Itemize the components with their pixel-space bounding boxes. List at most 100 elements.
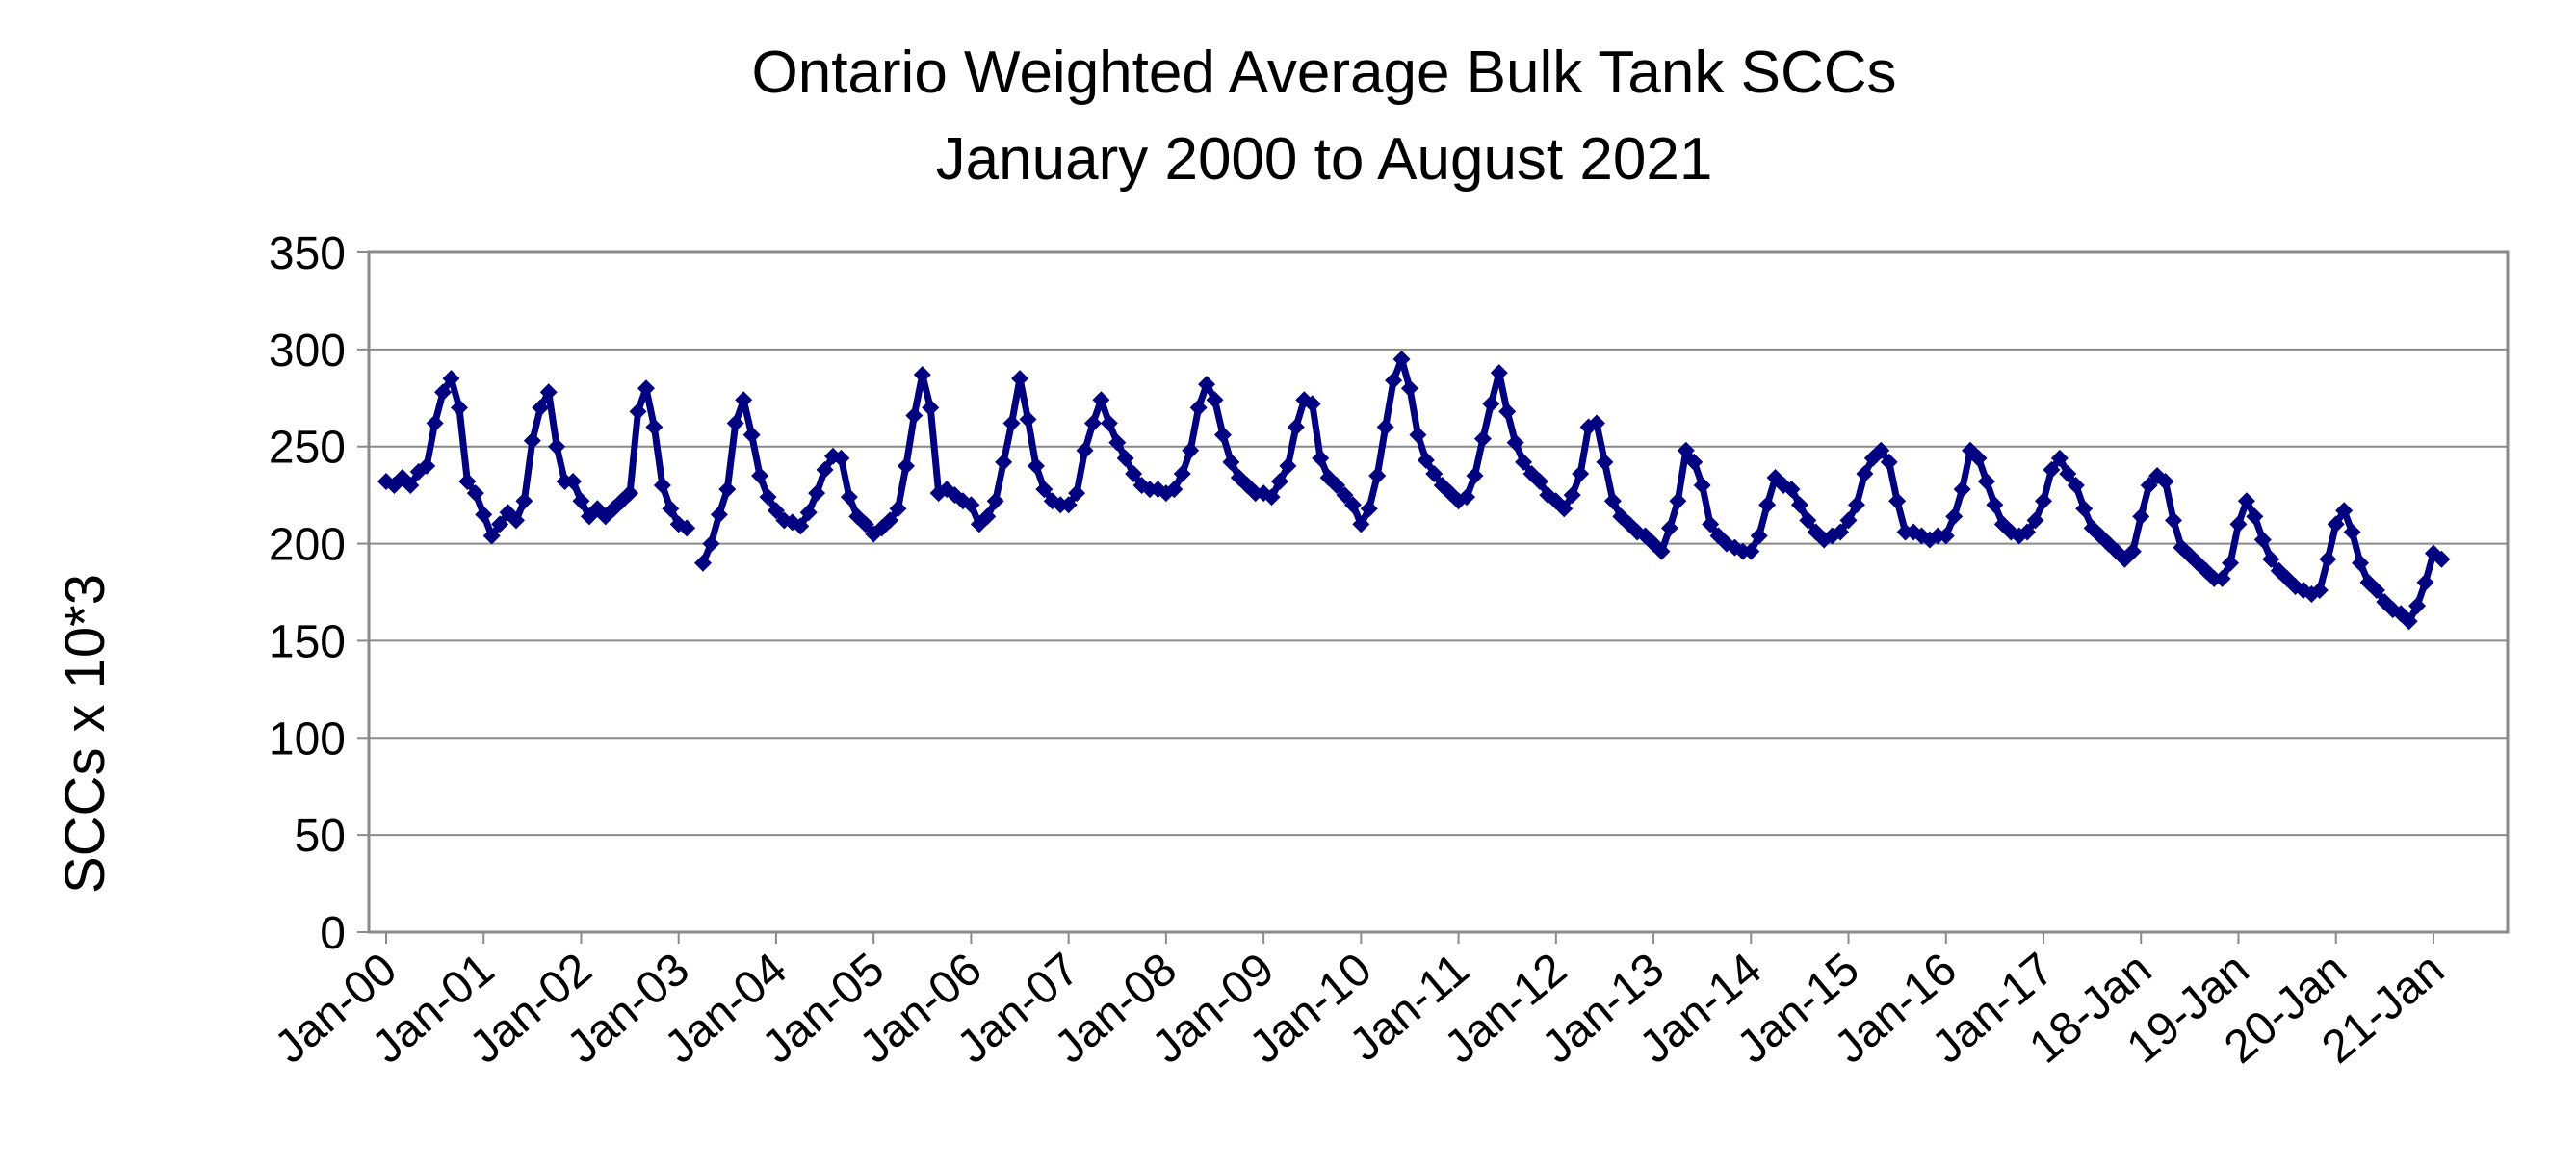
y-tick-label: 350: [269, 228, 346, 279]
data-point: [2035, 492, 2053, 510]
data-point: [1083, 414, 1102, 432]
data-point: [710, 506, 728, 524]
data-point: [1832, 523, 1850, 541]
data-point: [653, 477, 671, 495]
data-point: [1376, 418, 1394, 436]
data-point: [759, 488, 777, 507]
data-point: [1953, 481, 1971, 499]
data-point: [1742, 542, 1760, 560]
data-point: [995, 453, 1013, 471]
data-point: [1693, 477, 1711, 495]
data-point: [1880, 453, 1898, 471]
data-point: [491, 515, 509, 533]
series-line: [382, 355, 2445, 625]
data-point: [1799, 511, 1817, 530]
data-point: [1157, 484, 1175, 503]
data-point: [1002, 414, 1021, 432]
data-point: [1530, 473, 1548, 491]
data-point: [1352, 515, 1370, 533]
data-point: [2433, 550, 2451, 568]
data-point: [1482, 395, 1500, 413]
data-point: [694, 554, 713, 572]
data-point: [2075, 500, 2094, 518]
data-point: [637, 379, 655, 398]
data-point: [840, 488, 858, 507]
data-point: [539, 383, 558, 402]
data-point: [922, 399, 940, 417]
data-point: [897, 456, 915, 475]
y-tick-label: 200: [269, 520, 346, 571]
data-point: [2352, 554, 2370, 572]
data-point: [1888, 492, 1907, 510]
data-point: [1563, 486, 1581, 505]
data-point: [1555, 500, 1574, 518]
x-tick-labels: Jan-00Jan-01Jan-02Jan-03Jan-04Jan-05Jan-…: [266, 944, 2454, 1074]
data-point: [1328, 477, 1346, 495]
data-point: [1035, 481, 1054, 499]
data-point: [1262, 488, 1281, 507]
data-point: [548, 437, 566, 455]
data-point: [1182, 441, 1200, 459]
data-point: [1303, 395, 1321, 413]
data-point: [962, 496, 980, 514]
data-point: [726, 414, 744, 432]
data-point: [1702, 515, 1720, 533]
data-point: [929, 484, 948, 503]
data-point: [2132, 507, 2150, 526]
data-point: [978, 507, 997, 526]
data-point: [1027, 456, 1045, 475]
data-point: [2156, 473, 2174, 491]
y-tick-label: 300: [269, 325, 346, 377]
data-point: [889, 500, 907, 518]
data-point: [482, 527, 501, 545]
data-point: [856, 515, 874, 533]
data-point: [1506, 433, 1524, 452]
data-point: [466, 484, 484, 503]
data-point: [1669, 492, 1687, 510]
data-point: [645, 418, 664, 436]
data-point: [434, 383, 453, 402]
data-point: [1059, 496, 1078, 514]
data-point: [1019, 410, 1037, 429]
data-point: [1986, 496, 2004, 514]
y-tick-label: 150: [269, 616, 346, 667]
data-point: [1173, 464, 1191, 482]
data-point: [2123, 542, 2142, 560]
data-point: [572, 492, 590, 510]
data-point: [662, 500, 680, 518]
data-point: [792, 517, 810, 535]
data-point: [450, 399, 468, 417]
data-point: [2213, 569, 2231, 587]
data-point: [2327, 515, 2345, 533]
data-point: [799, 504, 818, 522]
data-point: [1279, 456, 1297, 475]
data-point: [1473, 429, 1492, 448]
axes: [357, 250, 2510, 944]
data-point: [2059, 464, 2077, 482]
data-point: [2310, 581, 2329, 599]
data-point: [2043, 460, 2061, 479]
data-point: [1011, 370, 1029, 388]
data-point: [426, 414, 444, 432]
data-point: [832, 449, 850, 467]
data-point: [742, 426, 761, 444]
data-point: [2164, 511, 2182, 530]
data-point: [1945, 507, 1964, 526]
data-point: [881, 511, 899, 530]
data-point: [2400, 612, 2418, 631]
series-line-segment: [382, 375, 690, 539]
data-point: [523, 431, 541, 450]
data-point: [1856, 464, 1874, 482]
data-point: [2026, 511, 2044, 530]
data-point: [1872, 441, 1890, 459]
data-point: [702, 534, 720, 553]
data-point: [2246, 507, 2264, 526]
data-point: [1343, 496, 1362, 514]
data-point: [1498, 403, 1517, 421]
data-point: [1125, 464, 1143, 482]
data-point: [1336, 486, 1354, 505]
data-point: [1100, 414, 1118, 432]
data-point: [1977, 473, 1995, 491]
data-point: [2253, 531, 2272, 549]
